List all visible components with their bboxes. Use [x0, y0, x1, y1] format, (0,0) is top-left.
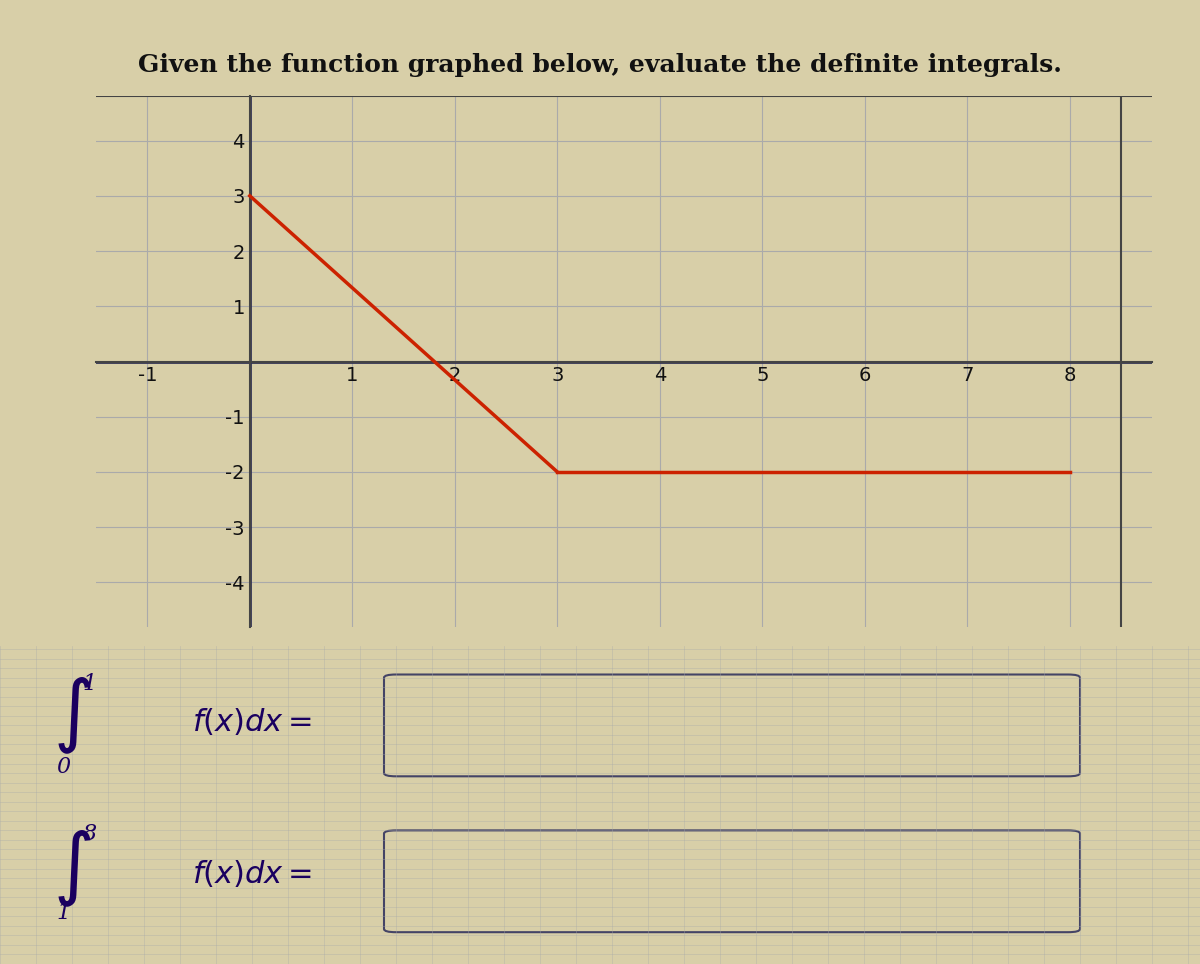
- Text: 0: 0: [56, 756, 71, 778]
- Text: 1: 1: [56, 902, 71, 924]
- Text: Given the function graphed below, evaluate the definite integrals.: Given the function graphed below, evalua…: [138, 53, 1062, 77]
- FancyBboxPatch shape: [384, 830, 1080, 932]
- Text: 1: 1: [83, 673, 97, 695]
- Text: $\int$: $\int$: [53, 828, 91, 909]
- Text: $f(x)dx =$: $f(x)dx =$: [192, 860, 312, 891]
- Text: $f(x)dx =$: $f(x)dx =$: [192, 707, 312, 737]
- Text: 8: 8: [83, 822, 97, 844]
- Text: $\int$: $\int$: [53, 676, 91, 756]
- FancyBboxPatch shape: [384, 675, 1080, 776]
